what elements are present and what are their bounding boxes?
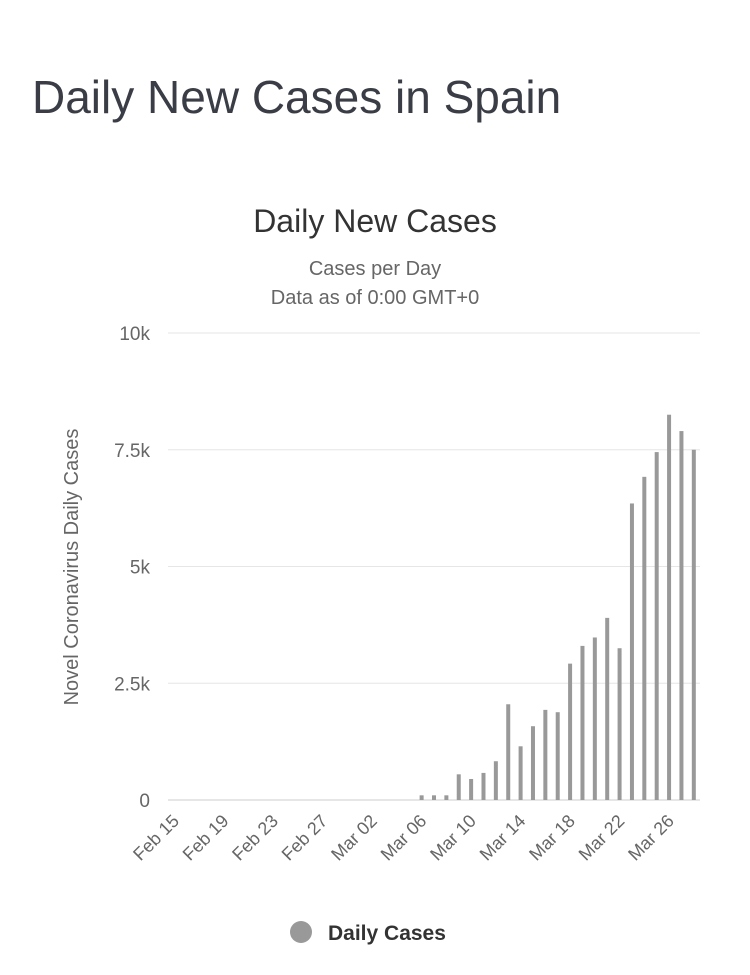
- bar-series: [419, 414, 696, 800]
- x-tick-label: Feb 15: [129, 811, 183, 865]
- bar[interactable]: [444, 795, 449, 800]
- bar[interactable]: [481, 772, 486, 800]
- y-tick-label: 0: [139, 791, 150, 812]
- x-tick-label: Mar 10: [426, 811, 480, 865]
- bar[interactable]: [605, 617, 610, 800]
- page-title: Daily New Cases in Spain: [32, 71, 562, 123]
- bar[interactable]: [518, 746, 523, 800]
- x-tick-label: Mar 06: [377, 811, 431, 865]
- x-tick-label: Mar 26: [624, 811, 678, 865]
- bar[interactable]: [506, 704, 511, 800]
- bar[interactable]: [456, 774, 461, 800]
- x-tick-label: Mar 22: [575, 811, 629, 865]
- chart-title: Daily New Cases: [253, 203, 497, 239]
- bar[interactable]: [419, 795, 424, 800]
- bar[interactable]: [469, 778, 474, 800]
- bar[interactable]: [617, 648, 622, 800]
- x-tick-label: Mar 18: [525, 811, 579, 865]
- y-axis-label: Novel Coronavirus Daily Cases: [61, 429, 83, 706]
- chart-svg: Daily New Cases Cases per Day Data as of…: [61, 203, 700, 945]
- x-tick-label: Mar 14: [476, 811, 530, 865]
- bar[interactable]: [592, 637, 597, 800]
- y-tick-label: 7.5k: [114, 441, 150, 462]
- legend-marker: [290, 921, 312, 943]
- bar[interactable]: [679, 431, 684, 800]
- y-tick-label: 10k: [119, 324, 150, 345]
- bar[interactable]: [691, 449, 696, 800]
- chart-subtitle: Cases per Day: [309, 258, 441, 280]
- bar[interactable]: [642, 476, 647, 800]
- x-tick-label: Feb 23: [228, 811, 282, 865]
- legend-label: Daily Cases: [328, 922, 446, 945]
- bar[interactable]: [432, 795, 436, 800]
- x-tick-label: Feb 27: [278, 811, 332, 865]
- y-tick-label: 5k: [130, 558, 151, 579]
- y-tick-label: 2.5k: [114, 674, 150, 695]
- chart-container: Daily New Cases Cases per Day Data as of…: [0, 180, 750, 970]
- bar[interactable]: [629, 503, 634, 800]
- bar[interactable]: [493, 761, 498, 800]
- y-axis-ticks: 0 2.5k 5k 7.5k 10k: [114, 324, 150, 812]
- grid-lines: [168, 332, 700, 801]
- x-tick-label: Feb 19: [179, 811, 233, 865]
- legend[interactable]: Daily Cases: [290, 921, 446, 945]
- bar[interactable]: [555, 712, 560, 800]
- bar[interactable]: [543, 709, 548, 800]
- bar[interactable]: [667, 414, 672, 800]
- bar[interactable]: [568, 663, 573, 800]
- bar[interactable]: [580, 645, 585, 800]
- x-tick-label: Mar 02: [327, 811, 381, 865]
- chart-subtitle-date: Data as of 0:00 GMT+0: [271, 287, 479, 309]
- bar[interactable]: [654, 452, 659, 800]
- bar[interactable]: [530, 726, 535, 800]
